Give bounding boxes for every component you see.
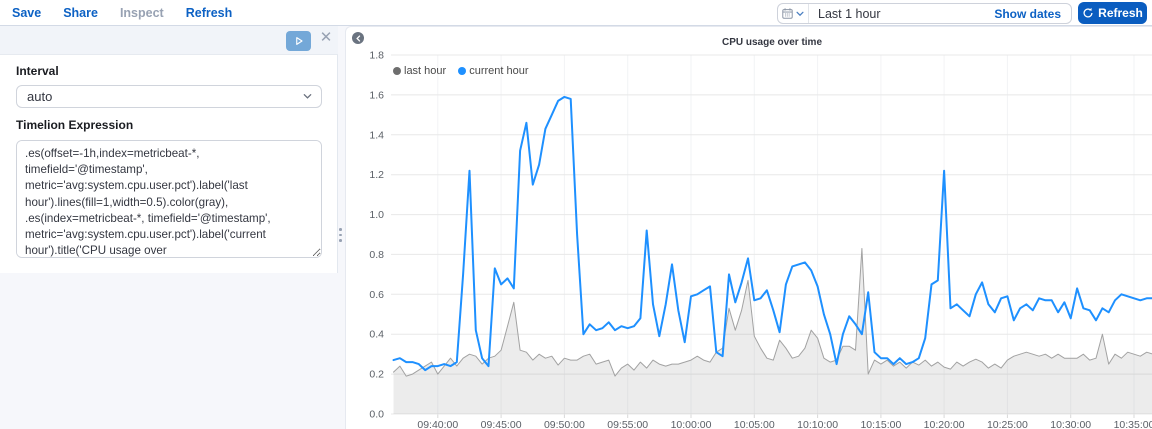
close-icon[interactable]: ✕ xyxy=(319,29,333,46)
quick-select-button[interactable] xyxy=(778,4,809,23)
chevron-down-icon xyxy=(795,9,805,19)
y-tick-label: 0.0 xyxy=(369,409,384,421)
x-tick-label: 10:20:00 xyxy=(924,419,965,429)
y-tick-label: 1.8 xyxy=(369,50,384,62)
timelion-chart[interactable]: 09:40:00 09:45:00 09:50:00 09:55:00 10:00:00… xyxy=(346,27,1152,429)
show-dates-button[interactable]: Show dates xyxy=(994,6,1061,21)
interval-select[interactable]: auto xyxy=(16,85,322,108)
chevron-down-icon xyxy=(302,91,321,102)
legend-label: last hour xyxy=(404,65,447,77)
chart-title: CPU usage over time xyxy=(721,37,823,48)
refresh-button-label: Refresh xyxy=(1098,6,1143,20)
editor-toolbar: ✕ xyxy=(0,26,338,55)
time-range-value[interactable]: Last 1 hour xyxy=(818,6,881,21)
x-tick-label: 09:45:00 xyxy=(481,419,522,429)
panel-resizer-handle[interactable] xyxy=(339,228,342,242)
refresh-button[interactable]: Refresh xyxy=(1078,2,1147,24)
refresh-icon xyxy=(1082,7,1094,19)
legend-dot-gray xyxy=(393,67,401,75)
timelion-expression-input[interactable]: .es(offset=-1h,index=metricbeat-*, timef… xyxy=(16,140,322,258)
y-tick-label: 0.4 xyxy=(369,329,384,341)
y-tick-label: 0.8 xyxy=(369,249,384,261)
legend-item-last-hour: last hour xyxy=(393,65,446,77)
x-tick-label: 10:35:00 xyxy=(1114,419,1152,429)
series-area-last-hour xyxy=(393,248,1152,414)
y-tick-label: 0.6 xyxy=(369,289,384,301)
y-tick-label: 1.4 xyxy=(369,129,384,141)
timelion-editor-panel: ✕ Interval auto Timelion Expression .es(… xyxy=(0,26,342,429)
play-button[interactable] xyxy=(286,31,311,51)
editor-form: Interval auto Timelion Expression .es(of… xyxy=(0,55,338,273)
y-tick-label: 1.0 xyxy=(369,209,384,221)
interval-value: auto xyxy=(27,89,53,104)
x-tick-label: 10:25:00 xyxy=(987,419,1028,429)
x-tick-label: 10:10:00 xyxy=(797,419,838,429)
series-line-current-hour xyxy=(392,95,1152,372)
inspect-button[interactable]: Inspect xyxy=(119,5,164,20)
share-button[interactable]: Share xyxy=(63,5,98,20)
chart-panel: CPU usage over time 09:40:00 09:45:00 09:5… xyxy=(345,26,1152,429)
x-tick-label: 10:05:00 xyxy=(734,419,775,429)
app-menu: Save Share Inspect Refresh xyxy=(0,6,232,20)
series-line-last-hour xyxy=(393,248,1152,377)
top-navigation-bar: Save Share Inspect Refresh Last 1 hour S… xyxy=(0,0,1152,26)
play-icon xyxy=(293,35,305,47)
x-tick-label: 10:00:00 xyxy=(671,419,712,429)
y-tick-label: 0.2 xyxy=(369,369,384,381)
x-tick-label: 10:15:00 xyxy=(860,419,901,429)
x-tick-label: 09:50:00 xyxy=(544,419,585,429)
x-tick-label: 10:30:00 xyxy=(1050,419,1091,429)
legend-label: current hour xyxy=(469,65,529,77)
y-tick-label: 1.6 xyxy=(369,89,384,101)
expression-label: Timelion Expression xyxy=(16,118,134,132)
x-tick-label: 09:55:00 xyxy=(607,419,648,429)
collapse-panel-icon[interactable] xyxy=(352,32,364,44)
calendar-icon xyxy=(781,7,794,20)
save-button[interactable]: Save xyxy=(12,5,42,20)
refresh-menu-button[interactable]: Refresh xyxy=(185,5,233,20)
chart-legend: last hour current hour xyxy=(393,65,529,77)
time-range-picker: Last 1 hour Show dates xyxy=(777,3,1072,24)
interval-label: Interval xyxy=(16,64,59,78)
x-tick-label: 09:40:00 xyxy=(417,419,458,429)
legend-item-current-hour: current hour xyxy=(458,65,529,77)
y-tick-label: 1.2 xyxy=(369,169,384,181)
legend-dot-blue xyxy=(458,67,467,75)
